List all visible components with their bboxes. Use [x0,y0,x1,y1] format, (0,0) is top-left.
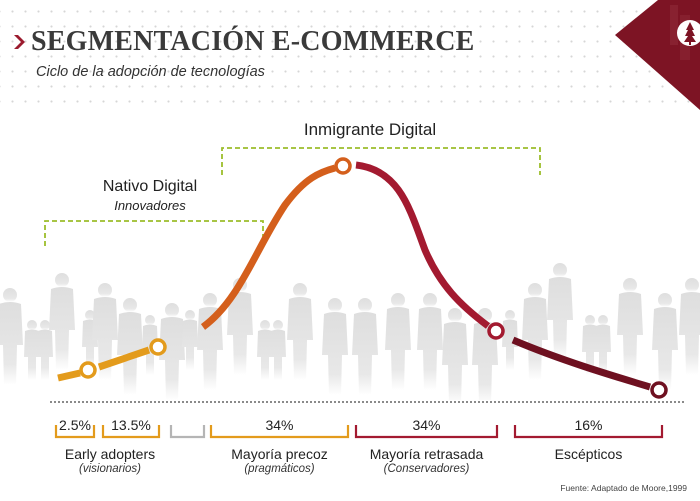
node-late-majority [487,322,505,340]
page-subtitle: Ciclo de la adopción de tecnologías [36,64,265,80]
early-adopters-label: Early adopters [64,446,156,462]
nativo-digital-title: Nativo Digital [102,178,198,195]
bracket-gray [169,425,206,439]
early-majority-sublabel: (pragmáticos) [244,463,315,475]
dotted-background [0,0,700,110]
tree-icon [684,22,696,45]
pct-late-majority: 34% [412,417,441,433]
node-laggards [650,381,668,399]
early-majority-label: Mayoría precoz [231,446,328,462]
chevron-right-icon [14,35,25,49]
brand-corner-badge [615,0,700,110]
nativo-bracket [44,220,264,246]
bracket-13-5 [101,425,161,439]
inmigrante-bracket [221,147,541,175]
node-peak [334,157,352,175]
early-adopters-sublabel: (visionarios) [79,463,141,475]
nativo-digital-subtitle: Innovadores [114,198,186,213]
pct-laggards: 16% [574,417,603,433]
node-early-adopters [149,338,167,356]
inmigrante-digital-title: Inmigrante Digital [303,120,437,139]
curve-early-majority [200,164,336,330]
title-bar: SEGMENTACIÓN E-COMMERCE [13,26,475,58]
bracket-laggards [513,425,664,439]
bracket-late-majority [354,425,499,439]
pct-innovators: 2.5% [59,417,91,433]
laggards-label: Escépticos [554,446,623,462]
pct-early-adopters: 13.5% [111,417,151,433]
page-title: SEGMENTACIÓN E-COMMERCE [31,26,475,57]
curve-early-adopters [97,346,151,371]
bracket-early-majority [209,425,350,439]
curve-innovators [57,369,81,382]
late-majority-label: Mayoría retrasada [369,446,484,462]
curve-laggards [511,336,652,391]
curve-late-majority [355,161,491,329]
bracket-2-5 [54,425,96,439]
pct-early-majority: 34% [265,417,294,433]
source-note: Fuente: Adaptado de Moore,1999 [560,483,687,493]
node-innovators [79,361,97,379]
late-majority-sublabel: (Conservadores) [383,463,470,475]
